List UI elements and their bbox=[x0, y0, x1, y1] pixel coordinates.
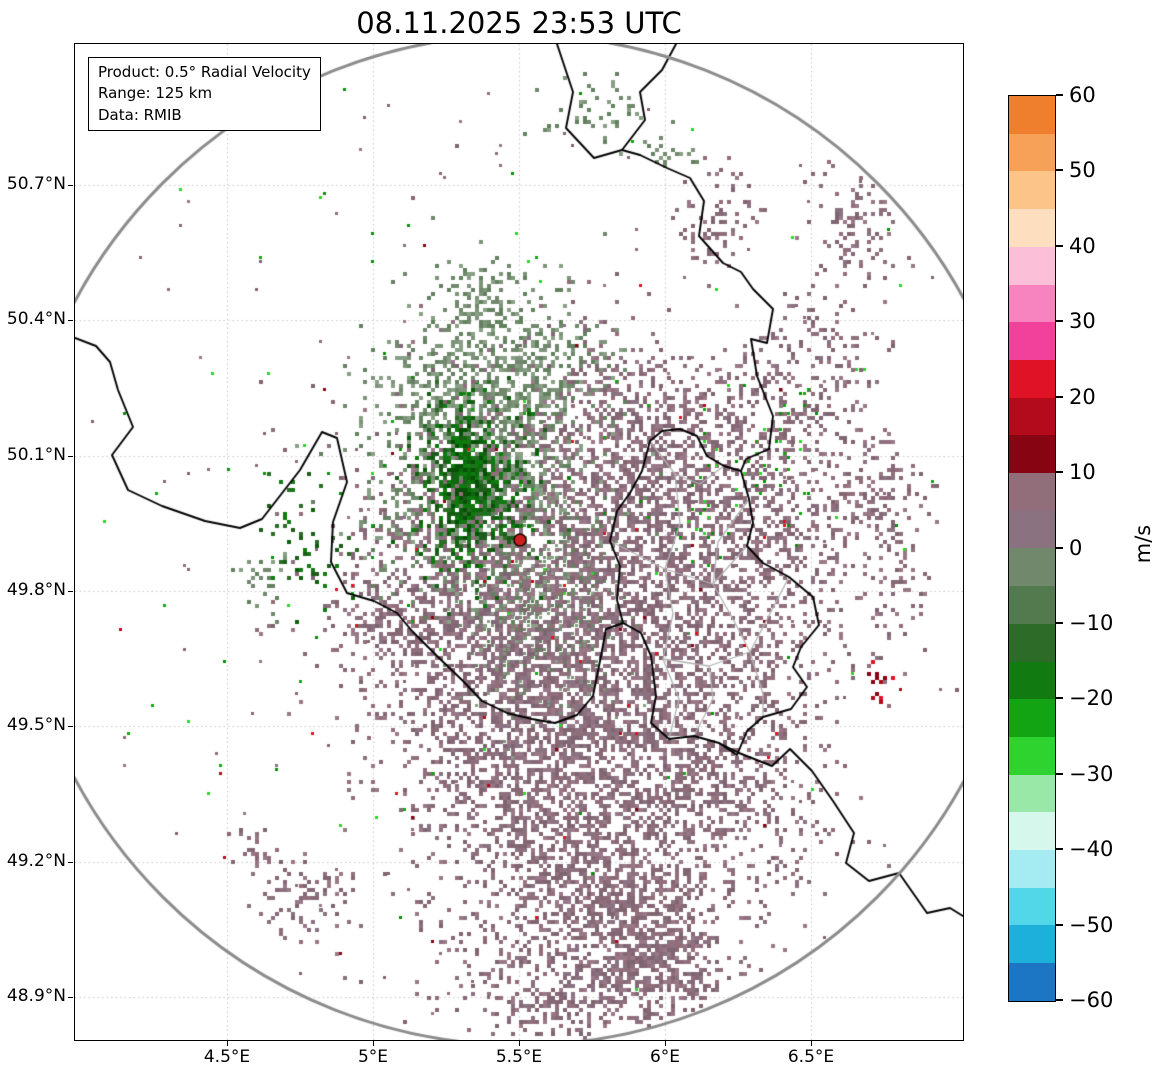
y-tick-label: 48.9°N bbox=[6, 986, 66, 1006]
x-tick-label: 4.5°E bbox=[203, 1047, 251, 1067]
colorbar-tick-mark bbox=[1056, 999, 1063, 1001]
colorbar-tick-label: 10 bbox=[1069, 460, 1096, 485]
y-tick-label: 49.5°N bbox=[6, 715, 66, 735]
colorbar-segment bbox=[1009, 435, 1055, 474]
colorbar-tick-label: 40 bbox=[1069, 233, 1096, 258]
x-tick-mark bbox=[811, 1041, 812, 1046]
x-tick-label: 6°E bbox=[649, 1047, 681, 1067]
colorbar-segment bbox=[1009, 246, 1055, 285]
y-tick-mark bbox=[68, 320, 73, 321]
colorbar-segment bbox=[1009, 510, 1055, 549]
figure-title: 08.11.2025 23:53 UTC bbox=[356, 6, 682, 40]
colorbar-unit-label: m/s bbox=[1131, 524, 1156, 564]
colorbar-segment bbox=[1009, 284, 1055, 323]
colorbar-tick-label: −40 bbox=[1069, 837, 1114, 862]
colorbar-segment bbox=[1009, 774, 1055, 813]
colorbar-tick-mark bbox=[1056, 546, 1063, 549]
colorbar-segment bbox=[1009, 736, 1055, 775]
info-line-range: Range: 125 km bbox=[98, 84, 213, 103]
colorbar-tick-mark bbox=[1056, 169, 1063, 172]
colorbar-tick-mark bbox=[1056, 94, 1063, 96]
x-tick-label: 6.5°E bbox=[787, 1047, 835, 1067]
colorbar-segment bbox=[1009, 322, 1055, 360]
x-tick-mark bbox=[519, 1041, 520, 1046]
colorbar-segment bbox=[1009, 925, 1055, 964]
colorbar-segment bbox=[1009, 850, 1055, 888]
colorbar-segment bbox=[1009, 623, 1055, 662]
y-tick-mark bbox=[68, 862, 73, 863]
colorbar-tick-mark bbox=[1056, 395, 1063, 398]
y-tick-label: 50.7°N bbox=[6, 174, 66, 194]
colorbar-tick-mark bbox=[1056, 772, 1063, 775]
colorbar-tick-label: −20 bbox=[1069, 686, 1114, 711]
colorbar-tick-label: 0 bbox=[1069, 535, 1083, 560]
y-tick-mark bbox=[68, 185, 73, 186]
map-plot-area: Product: 0.5° Radial Velocity Range: 125… bbox=[74, 43, 964, 1041]
colorbar-tick-label: −30 bbox=[1069, 761, 1114, 786]
colorbar-tick-mark bbox=[1056, 320, 1063, 323]
colorbar-tick-label: 20 bbox=[1069, 384, 1096, 409]
colorbar-segment bbox=[1009, 96, 1055, 134]
y-tick-label: 50.1°N bbox=[6, 445, 66, 465]
colorbar-segment bbox=[1009, 812, 1055, 851]
info-line-data-source: Data: RMIB bbox=[98, 105, 182, 124]
colorbar-tick-mark bbox=[1056, 697, 1063, 700]
colorbar-tick-mark bbox=[1056, 244, 1063, 247]
colorbar-segment bbox=[1009, 171, 1055, 210]
colorbar-segment bbox=[1009, 661, 1055, 700]
colorbar-segment bbox=[1009, 699, 1055, 737]
colorbar-segment bbox=[1009, 586, 1055, 624]
y-tick-mark bbox=[68, 591, 73, 592]
colorbar-segment bbox=[1009, 133, 1055, 172]
colorbar-tick-label: −50 bbox=[1069, 912, 1114, 937]
colorbar-tick-mark bbox=[1056, 923, 1063, 926]
colorbar-gradient bbox=[1008, 95, 1056, 1002]
colorbar-tick-label: 50 bbox=[1069, 158, 1096, 183]
colorbar-segment bbox=[1009, 397, 1055, 436]
y-tick-label: 49.2°N bbox=[6, 851, 66, 871]
y-tick-label: 49.8°N bbox=[6, 580, 66, 600]
x-tick-mark bbox=[665, 1041, 666, 1046]
x-tick-mark bbox=[227, 1041, 228, 1046]
colorbar: 60 50 40 30 20 10 0 −10 −20 −30 −40 −50 −60 bbox=[1008, 83, 1171, 1012]
colorbar-tick-mark bbox=[1056, 471, 1063, 474]
colorbar-tick-label: −10 bbox=[1069, 610, 1114, 635]
y-tick-mark bbox=[68, 726, 73, 727]
colorbar-segment bbox=[1009, 473, 1055, 511]
colorbar-tick-label: 30 bbox=[1069, 309, 1096, 334]
product-info-box: Product: 0.5° Radial Velocity Range: 125… bbox=[88, 57, 321, 131]
colorbar-segment bbox=[1009, 548, 1055, 587]
y-tick-mark bbox=[68, 456, 73, 457]
colorbar-segment bbox=[1009, 209, 1055, 247]
colorbar-tick-mark bbox=[1056, 848, 1063, 851]
info-line-product: Product: 0.5° Radial Velocity bbox=[98, 63, 311, 81]
colorbar-segment bbox=[1009, 963, 1055, 1001]
x-tick-label: 5°E bbox=[357, 1047, 389, 1067]
colorbar-segment bbox=[1009, 359, 1055, 398]
x-tick-label: 5.5°E bbox=[495, 1047, 543, 1067]
colorbar-tick-label: 60 bbox=[1069, 83, 1096, 107]
colorbar-tick-label: −60 bbox=[1069, 988, 1114, 1012]
colorbar-segment bbox=[1009, 887, 1055, 926]
x-tick-mark bbox=[373, 1041, 374, 1046]
y-tick-label: 50.4°N bbox=[6, 309, 66, 329]
y-tick-mark bbox=[68, 997, 73, 998]
radar-map-canvas bbox=[75, 44, 963, 1040]
colorbar-tick-mark bbox=[1056, 621, 1063, 624]
